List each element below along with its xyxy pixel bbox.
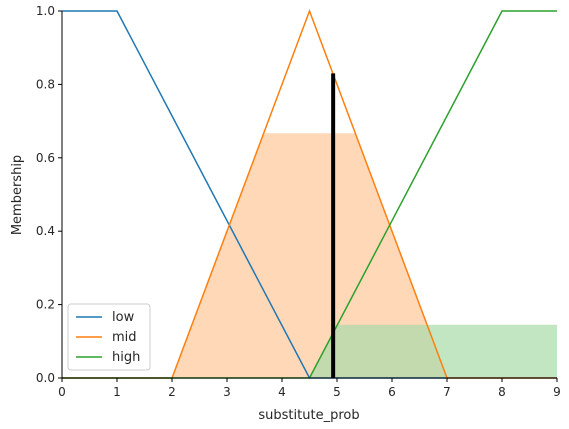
x-tick-label: 5 xyxy=(333,385,341,399)
x-tick-label: 8 xyxy=(498,385,506,399)
legend: low mid high xyxy=(67,303,151,371)
y-tick-label: 0.4 xyxy=(36,224,55,238)
x-axis-label: substitute_prob xyxy=(258,408,359,423)
y-axis-label: Membership xyxy=(10,155,25,235)
legend-label-low: low xyxy=(112,310,135,325)
legend-label-high: high xyxy=(112,350,140,365)
activation-fills xyxy=(62,133,557,378)
x-tick-label: 0 xyxy=(58,385,66,399)
x-tick-label: 7 xyxy=(443,385,451,399)
legend-box xyxy=(67,303,151,371)
x-ticks: 0 1 2 3 4 5 6 7 8 9 xyxy=(58,378,561,399)
y-tick-label: 0.6 xyxy=(36,151,55,165)
x-tick-label: 4 xyxy=(278,385,286,399)
activation-fill-mid xyxy=(62,133,557,378)
x-tick-label: 6 xyxy=(388,385,396,399)
legend-label-mid: mid xyxy=(112,330,137,345)
axes xyxy=(61,11,557,379)
activation-fill-high xyxy=(62,324,557,378)
y-tick-label: 0.2 xyxy=(36,298,55,312)
x-tick-label: 2 xyxy=(168,385,176,399)
y-tick-label: 0.8 xyxy=(36,77,55,91)
y-ticks: 0.0 0.2 0.4 0.6 0.8 1.0 xyxy=(36,4,62,385)
y-tick-label: 1.0 xyxy=(36,4,55,18)
y-tick-label: 0.0 xyxy=(36,371,55,385)
x-tick-label: 1 xyxy=(113,385,121,399)
x-tick-label: 9 xyxy=(553,385,561,399)
x-tick-label: 3 xyxy=(223,385,231,399)
